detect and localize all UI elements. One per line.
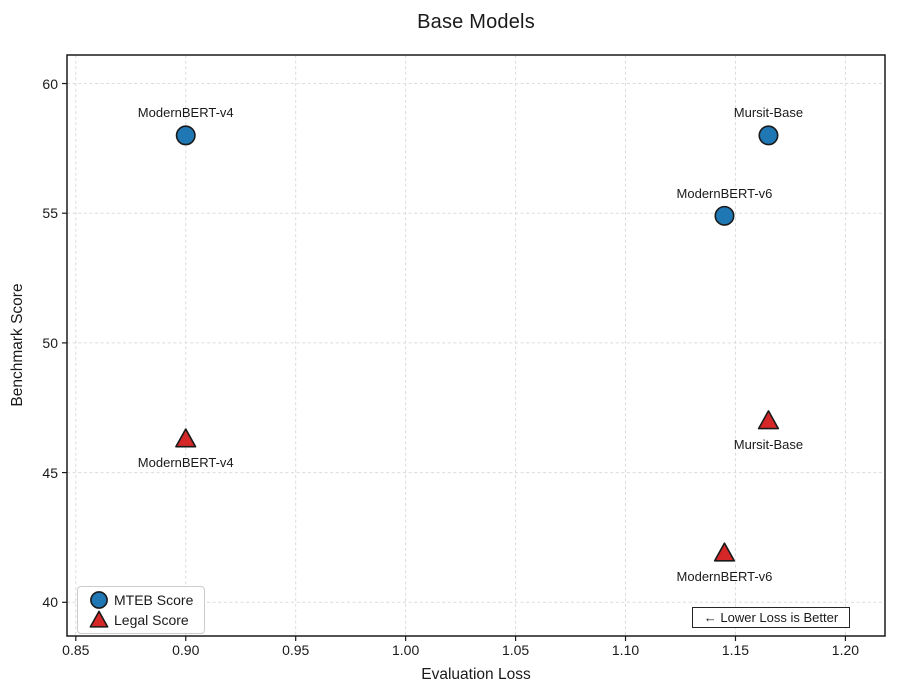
- y-tick-label: 60: [42, 75, 58, 92]
- legend-item: Legal Score: [78, 610, 204, 630]
- marker-triangle: [757, 410, 780, 430]
- legend-item: MTEB Score: [78, 590, 204, 610]
- point-label: ModernBERT-v6: [676, 185, 773, 201]
- x-tick-label: 1.05: [501, 642, 530, 658]
- x-tick-label: 1.15: [721, 642, 750, 658]
- point-label: ModernBERT-v6: [676, 569, 773, 584]
- x-tick-label: 0.85: [62, 642, 90, 658]
- plot-border: [66, 54, 886, 637]
- point-label: ModernBERT-v4: [137, 454, 234, 470]
- marker-circle: [714, 205, 735, 226]
- marker-triangle: [89, 610, 109, 628]
- annotation-lower-loss-note: ← Lower Loss is Better: [692, 607, 850, 628]
- legend-triangle-icon: [88, 610, 110, 630]
- marker-triangle: [713, 542, 736, 562]
- plot-area: [62, 54, 886, 641]
- y-tick-label: 55: [42, 205, 58, 222]
- marker-circle: [175, 125, 196, 146]
- x-axis-label: Evaluation Loss: [421, 666, 531, 683]
- legend-circle-icon: [88, 590, 110, 610]
- x-tick-label: 0.95: [282, 642, 310, 658]
- legend-label: MTEB Score: [114, 592, 194, 608]
- y-tick-label: 50: [42, 334, 58, 351]
- x-tick-label: 0.90: [172, 642, 200, 658]
- legend: MTEB Score Legal Score: [77, 586, 205, 634]
- x-tick-label: 1.20: [831, 642, 860, 658]
- legend-label: Legal Score: [114, 612, 189, 628]
- x-tick-label: 1.00: [392, 642, 420, 658]
- x-tick-label: 1.10: [611, 642, 640, 658]
- point-label: Mursit-Base: [733, 105, 804, 121]
- point-label: Mursit-Base: [733, 436, 804, 452]
- y-tick-label: 40: [42, 594, 58, 611]
- chart-title: Base Models: [417, 11, 535, 33]
- y-tick-label: 45: [42, 464, 58, 481]
- point-label: ModernBERT-v4: [137, 105, 234, 121]
- marker-circle: [758, 125, 779, 146]
- marker-triangle: [175, 428, 197, 448]
- marker-circle: [90, 591, 108, 609]
